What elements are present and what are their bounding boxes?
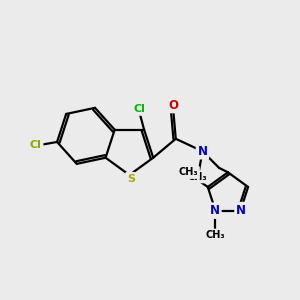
Text: N: N (197, 145, 208, 158)
Text: N: N (236, 204, 246, 217)
Text: Cl: Cl (30, 140, 42, 150)
Text: CH₃: CH₃ (206, 230, 225, 240)
Text: Cl: Cl (134, 104, 146, 114)
Text: S: S (127, 174, 135, 184)
Text: N: N (210, 204, 220, 217)
Text: CH₃: CH₃ (188, 172, 207, 182)
Text: O: O (169, 98, 179, 112)
Text: CH₃: CH₃ (179, 167, 198, 177)
